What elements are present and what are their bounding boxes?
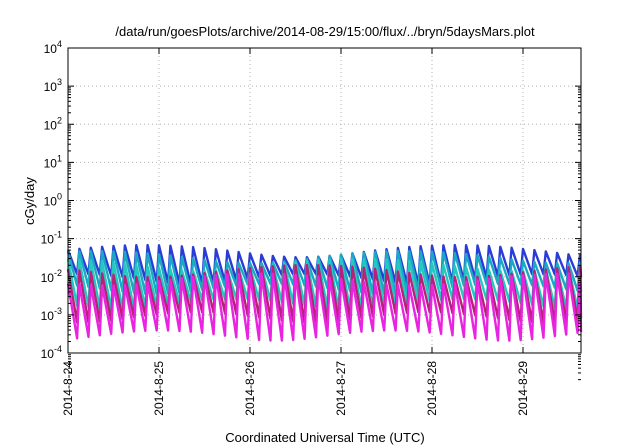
y-tick-label: 10-2 [41,268,62,285]
x-tick-label: 2014-8-25 [152,361,166,416]
y-tick-label: 100 [44,192,62,209]
y-tick-label: 103 [44,77,62,94]
y-tick-label: 10-1 [41,230,62,247]
x-tick-label: 2014-8-24 [61,361,75,416]
x-axis-label: Coordinated Universal Time (UTC) [225,430,424,445]
data-series [66,243,583,342]
x-tick-label: 2014-8-27 [334,361,348,416]
axis-ticks [67,47,581,381]
x-tick-label: 2014-8-28 [425,361,439,416]
x-tick-label: 2014-8-26 [243,361,257,416]
y-tick-labels: 104 103 102 101 100 10-1 10-2 10-3 10-4 [41,39,62,361]
y-tick-label: 104 [44,39,62,56]
y-tick-label: 10-3 [41,306,62,323]
x-tick-labels: 2014-8-24 2014-8-25 2014-8-26 2014-8-27 2014… [61,361,530,416]
chart-title: /data/run/goesPlots/archive/2014-08-29/1… [115,24,535,39]
y-tick-label: 102 [44,115,62,132]
x-tick-label: 2014-8-29 [516,361,530,416]
y-axis-label: cGy/day [22,177,37,225]
y-tick-label: 101 [44,153,62,170]
y-tick-label: 10-4 [41,344,62,361]
series-line [66,272,583,342]
